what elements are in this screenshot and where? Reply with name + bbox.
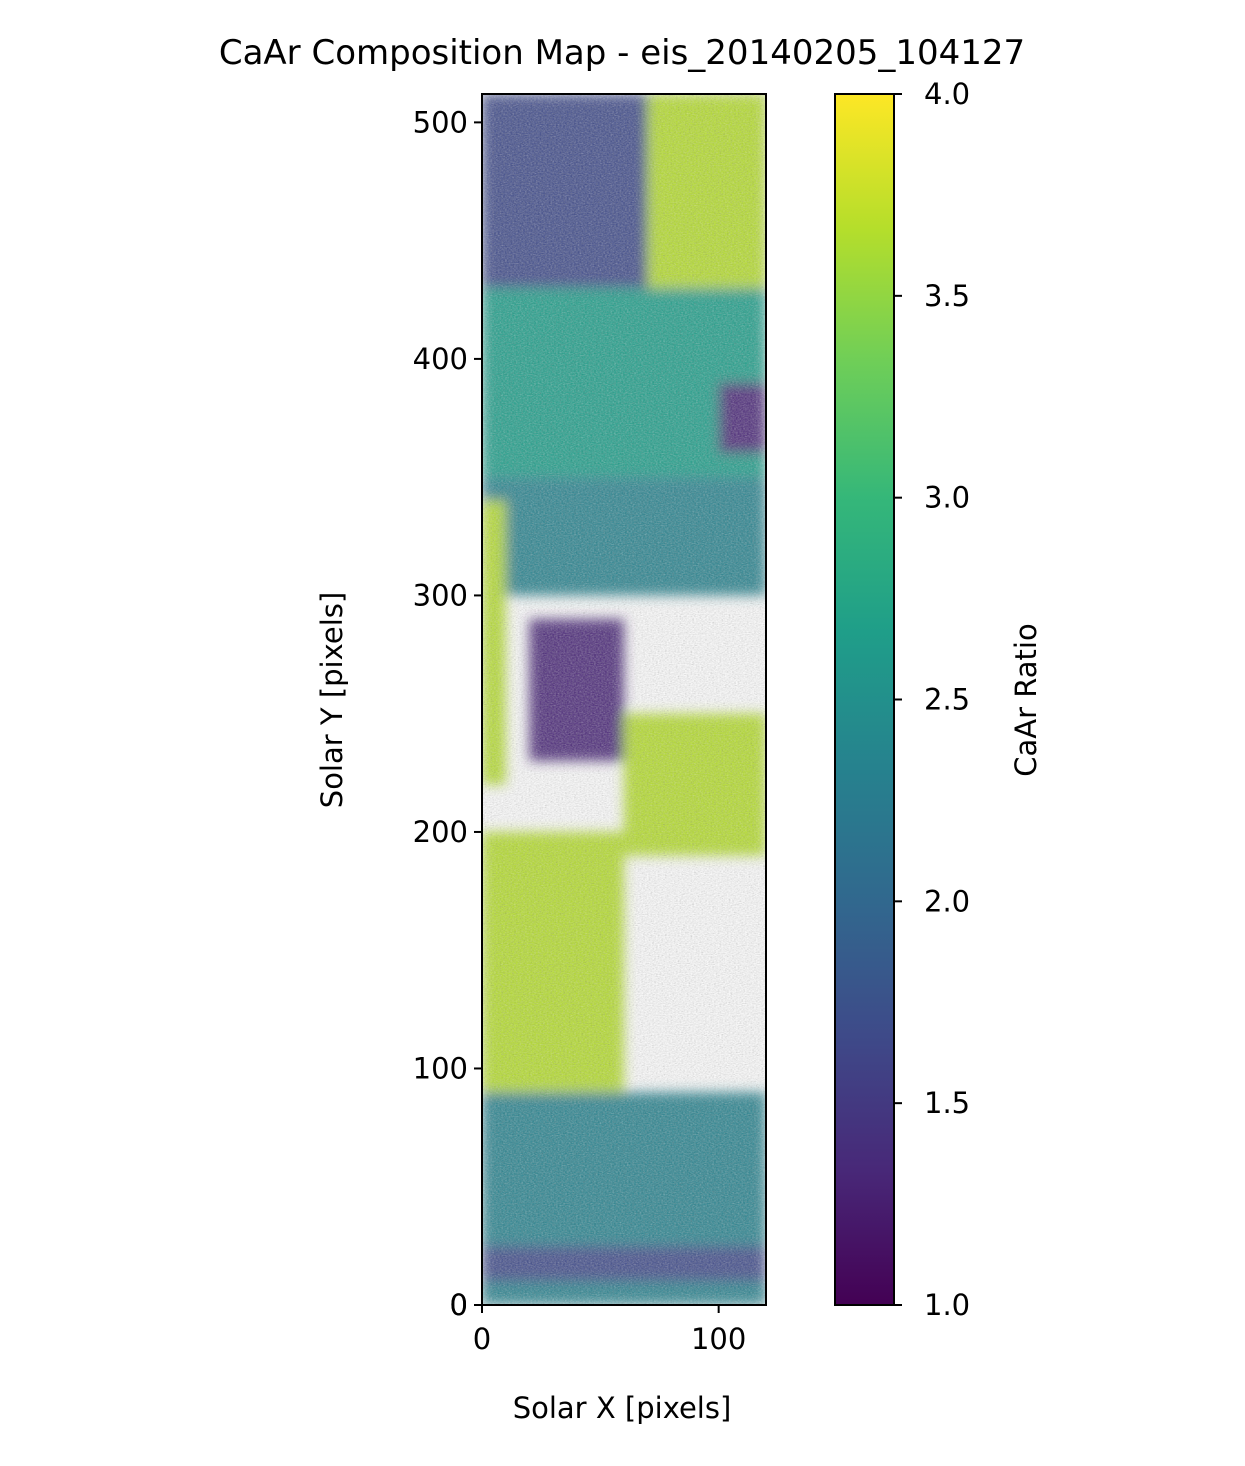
y-tick-label: 200 (413, 815, 468, 849)
x-tick-label: 0 (473, 1322, 491, 1356)
y-tick-label: 0 (450, 1288, 468, 1322)
y-tick-label: 500 (413, 105, 468, 139)
y-tick-label: 100 (413, 1051, 468, 1085)
x-axis: 0 100 (473, 1305, 746, 1356)
colorbar-tick-label: 3.0 (924, 481, 970, 515)
colorbar-axis: 1.0 1.5 2.0 2.5 3.0 3.5 4.0 (894, 77, 970, 1322)
colorbar-tick-label: 2.5 (924, 683, 970, 717)
y-tick-label: 0 (450, 1288, 468, 1322)
colorbar-tick-label: 1.5 (924, 1086, 970, 1120)
x-axis-label: Solar X [pixels] (513, 1391, 732, 1425)
x-tick-label: 100 (691, 1322, 746, 1356)
colorbar (834, 93, 895, 1306)
colorbar-label: CaAr Ratio (1009, 623, 1043, 776)
y-tick-label: 400 (413, 342, 468, 376)
plot-frame (481, 93, 767, 1306)
colorbar-tick-label: 1.0 (924, 1288, 970, 1322)
colorbar-tick-label: 3.5 (924, 279, 970, 313)
chart-title: CaAr Composition Map - eis_20140205_1041… (219, 33, 1025, 73)
colorbar-tick-label: 2.0 (924, 884, 970, 918)
colorbar-tick-label: 4.0 (924, 77, 970, 111)
y-axis-label: Solar Y [pixels] (315, 592, 349, 808)
y-tick-label: 300 (413, 578, 468, 612)
heatmap-image (482, 94, 766, 1305)
